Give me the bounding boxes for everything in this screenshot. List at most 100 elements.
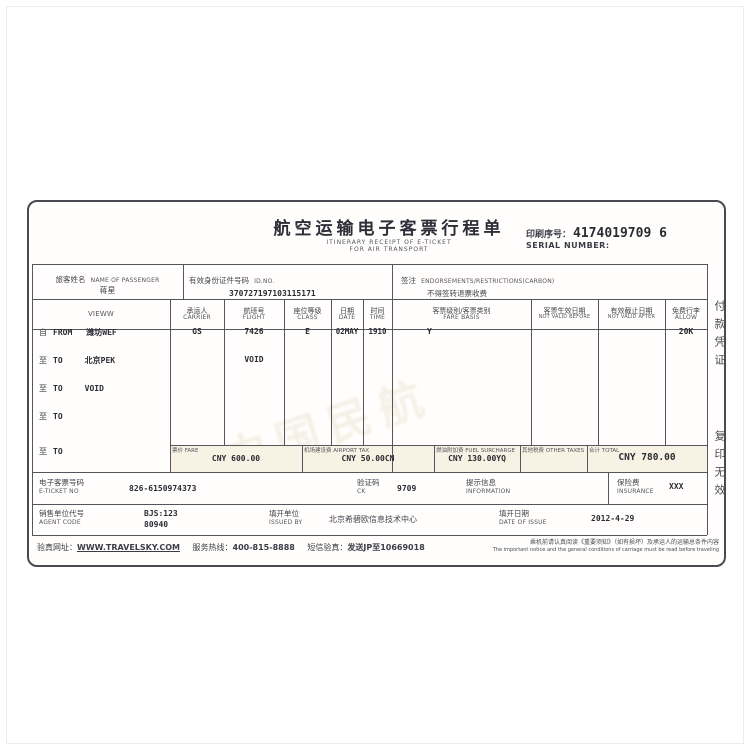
copy-invalid-mark: 复印无效	[713, 430, 726, 502]
airport-tax-value: CNY 50.00CN	[341, 454, 395, 463]
col-header-notvalidbefore: 客票生效日期 NOT VALID BEFORE	[538, 307, 591, 321]
verify-site-label: 验真网址：	[37, 543, 77, 552]
fare-value: CNY 600.00	[211, 454, 261, 463]
serial-label-cn: 印刷序号：	[526, 230, 572, 240]
table-line	[32, 504, 707, 505]
ticket-title: 航空运输电子客票行程单	[273, 219, 505, 239]
origin-city: 潍坊WEF	[86, 328, 117, 337]
date-value: 02MAY	[335, 327, 359, 336]
insurance-cell: 保险费 INSURANCE	[617, 478, 654, 495]
id-number-cell: 有效身份证件号码 ID.NO. 370727197103115171	[189, 268, 389, 299]
issued-by-cell: 填开单位 ISSUED BY	[269, 509, 303, 526]
table-line	[707, 264, 708, 535]
col-header-allow: 免费行李 ALLOW	[672, 306, 700, 321]
table-line	[665, 299, 666, 445]
table-line	[32, 264, 707, 265]
flight-row-dest-3: 至 TO	[39, 412, 63, 421]
agent-code-cell: 销售单位代号 AGENT CODE	[39, 509, 84, 526]
id-label-en: ID.NO.	[254, 278, 275, 285]
footer-notice-cn: 乘机前请认真阅读《重要须知》（如有损坏）及承运人的运输总条件内容	[529, 539, 719, 546]
table-line	[284, 299, 285, 445]
serial-value: 4174019709 6	[573, 226, 667, 241]
fare-row-background	[170, 445, 707, 472]
col-header-carrier: 承运人 CARRIER	[183, 306, 211, 321]
flight-number-void: VOID	[244, 355, 264, 364]
col-header-notvalidafter: 有效截止日期 NOT VALID AFTER	[607, 307, 656, 321]
col-header-class: 座位等级 CLASS	[293, 306, 322, 321]
total-value: CNY 780.00	[618, 452, 676, 463]
table-line	[531, 299, 532, 445]
endorse-value: 不得签转退票收费	[427, 288, 487, 298]
ticket-subtitle-2: FOR AIR TRANSPORT	[349, 246, 429, 253]
ck-value: 9709	[397, 484, 417, 493]
id-value: 370727197103115171	[229, 288, 316, 298]
endorse-label-en: ENDORSEMENTS/RESTRICTIONS(CARBON)	[421, 278, 555, 285]
col-header-date: 日期 DATE	[338, 306, 356, 321]
table-line	[608, 472, 609, 504]
table-line	[434, 445, 435, 472]
carrier-value: GS	[192, 327, 202, 336]
table-line	[302, 445, 303, 472]
col-header-farebasis: 客票级别/客票类别 FARE BASIS	[432, 306, 491, 321]
id-label-cn: 有效身份证件号码	[189, 276, 249, 285]
flight-row-dest-4: 至 TO	[39, 447, 63, 456]
insurance-value: XXX	[669, 482, 684, 491]
table-line	[170, 299, 171, 472]
endorsements-cell: 签注 ENDORSEMENTS/RESTRICTIONS(CARBON) 不得签…	[401, 268, 701, 299]
ticket-header: 航空运输电子客票行程单 ITINERARY RECEIPT OF E-TICKE…	[149, 214, 629, 253]
fare-cell: 票价 FARE CNY 600.00	[172, 446, 300, 463]
sms-verify-value: 发送JP至10669018	[347, 543, 425, 552]
fuel-surcharge-value: CNY 130.00YQ	[448, 454, 506, 463]
issue-date-cell: 填开日期 DATE OF ISSUE	[499, 509, 547, 526]
payment-voucher-mark: 付款凭证	[713, 300, 726, 372]
hotline-value: 400-815-8888	[232, 543, 295, 552]
flight-row-dest-1: 至 TO 北京PEK	[39, 356, 116, 365]
passenger-name-cell: 旅客姓名 NAME OF PASSENGER 蒋星	[32, 264, 183, 299]
flight-row-dest-2: 至 TO VOID	[39, 384, 104, 393]
scan-page-frame	[6, 6, 744, 744]
endorse-label-cn: 签注	[401, 276, 416, 285]
sms-verify-label: 短信验真：	[307, 543, 348, 552]
dest-city: 北京PEK	[84, 356, 116, 365]
table-line	[32, 264, 33, 535]
itinerary-ticket: 中国民航 航空运输电子客票行程单 ITINERARY RECEIPT OF E-…	[27, 200, 726, 567]
issue-date-value: 2012-4-29	[591, 514, 635, 523]
table-line	[32, 299, 707, 300]
farebasis-value: Y	[427, 327, 432, 336]
passenger-name-label-en: NAME OF PASSENGER	[90, 276, 160, 284]
passenger-name-value: 蒋星	[99, 286, 116, 296]
issued-by-value: 北京希碧欧信息技术中心	[329, 515, 417, 524]
table-line	[32, 472, 707, 473]
other-taxes-cell: 其他税费 OTHER TAXES	[522, 448, 585, 454]
passenger-name-label-cn: 旅客姓名	[55, 274, 86, 284]
table-line	[224, 299, 225, 445]
time-value: 1910	[368, 327, 387, 336]
col-header-flight: 航班号 FLIGHT	[242, 306, 266, 321]
serial-block: 印刷序号： 4174019709 6 SERIAL NUMBER:	[526, 226, 667, 250]
information-cell: 提示信息 INFORMATION	[466, 478, 511, 495]
table-line	[363, 299, 364, 445]
table-line	[392, 264, 393, 472]
ck-cell: 验证码 CK	[357, 478, 380, 495]
allowance-value: 20K	[678, 327, 694, 336]
verify-site-url: WWW.TRAVELSKY.COM	[77, 543, 180, 552]
table-line	[520, 445, 521, 472]
airport-tax-cell: 机场建设费 AIRPORT TAX CNY 50.00CN	[304, 446, 432, 463]
footer-notice: 乘机前请认真阅读《重要须知》（如有损坏）及承运人的运输总条件内容 The imp…	[457, 538, 719, 555]
col-header-time: 时间 TIME	[369, 306, 386, 321]
table-line	[170, 445, 707, 446]
table-line	[32, 535, 707, 536]
footer-contact-line: 验真网址：WWW.TRAVELSKY.COM 服务热线：400-815-8888…	[37, 542, 425, 553]
class-value: E	[305, 327, 310, 336]
table-line	[587, 445, 588, 472]
table-line	[183, 264, 184, 299]
col-header-route: VIEWW	[87, 309, 115, 318]
table-line	[32, 329, 707, 330]
eticket-value: 826-6150974373	[129, 484, 197, 493]
hotline-label: 服务热线：	[192, 543, 233, 552]
flight-row-origin: 自 FROM 潍坊WEF	[39, 328, 117, 337]
footer-notice-en: The important notice and the general con…	[492, 547, 719, 553]
ticket-subtitle-1: ITINERARY RECEIPT OF E-TICKET	[326, 239, 452, 246]
table-line	[598, 299, 599, 445]
fuel-surcharge-cell: 燃油附加费 FUEL SURCHARGE CNY 130.00YQ	[436, 446, 518, 463]
